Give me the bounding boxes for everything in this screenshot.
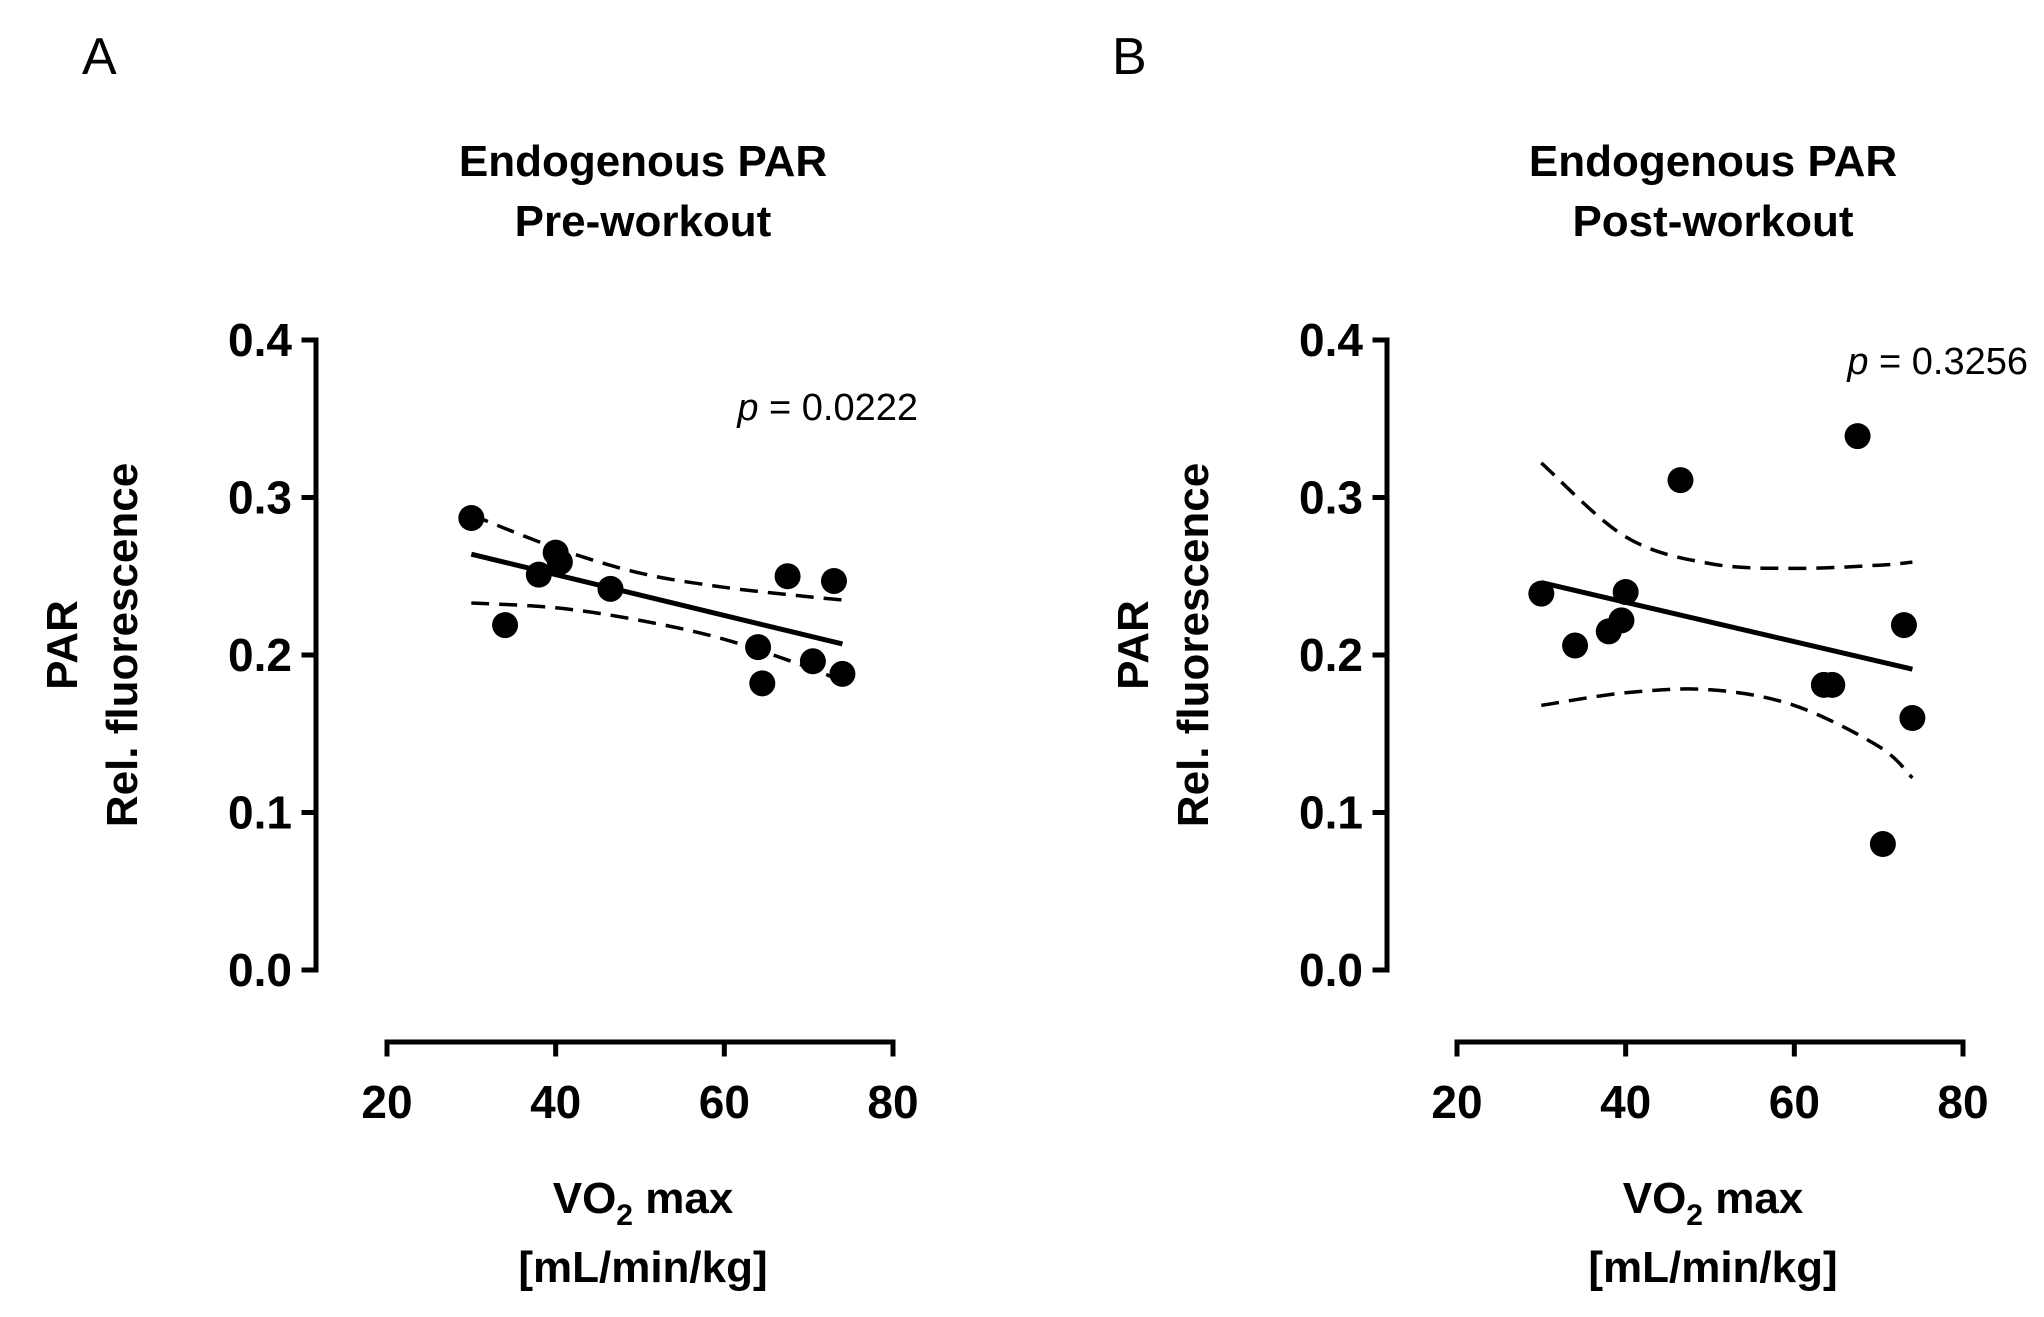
data-point — [745, 634, 772, 661]
y-axis: 0.0 0.1 0.2 0.3 0.4 — [228, 314, 319, 996]
data-point — [1608, 607, 1635, 634]
data-point — [829, 660, 856, 687]
x-tick-label: 60 — [1769, 1076, 1820, 1128]
data-point — [525, 561, 552, 588]
confidence-band-upper — [470, 513, 843, 602]
regression-line — [1540, 580, 1913, 672]
panel-letter: B — [1112, 28, 1147, 86]
data-point — [1899, 705, 1926, 731]
p-value-symbol: p — [736, 387, 758, 429]
x-tick-label: 20 — [1431, 1076, 1482, 1128]
x-tick-label: 40 — [530, 1076, 581, 1128]
panel-a: A Endogenous PAR Pre-workout PAR Rel. fl… — [38, 28, 919, 1292]
y-tick-label: 0.2 — [1299, 629, 1363, 681]
p-value-text: = 0.0222 — [758, 387, 918, 429]
chart-title-line2: Pre-workout — [515, 197, 772, 246]
y-axis-label-line2: Rel. fluorescence — [98, 463, 147, 827]
y-axis: 0.0 0.1 0.2 0.3 0.4 — [1299, 314, 1390, 996]
x-axis-label-main: VO — [1623, 1174, 1687, 1223]
p-value-annotation: p = 0.3256 — [1846, 341, 2028, 383]
regression-line-segment — [1540, 580, 1913, 672]
data-point — [458, 504, 485, 531]
y-tick-label: 0.2 — [228, 629, 292, 681]
data-point — [1890, 612, 1917, 639]
data-point — [492, 612, 519, 639]
y-tick-label: 0.0 — [228, 944, 292, 996]
x-axis-label: VO2 max — [553, 1174, 734, 1232]
data-point — [774, 563, 801, 590]
confidence-bands — [1540, 461, 1914, 780]
x-axis-units: [mL/min/kg] — [518, 1243, 767, 1292]
data-point — [1528, 580, 1555, 607]
y-axis-label-line1: PAR — [38, 600, 87, 690]
x-tick-label: 60 — [699, 1076, 750, 1128]
confidence-band-lower — [471, 601, 844, 684]
chart-title-line1: Endogenous PAR — [459, 137, 827, 186]
p-value-text: = 0.3256 — [1868, 341, 2028, 383]
data-point — [1562, 632, 1589, 659]
data-point — [597, 575, 624, 602]
y-tick-label: 0.4 — [228, 314, 292, 366]
chart-title-line1: Endogenous PAR — [1529, 137, 1897, 186]
data-point — [820, 567, 847, 594]
data-point — [546, 549, 573, 576]
y-axis-label-line1: PAR — [1109, 600, 1158, 690]
x-axis-label-subscript: 2 — [1686, 1199, 1703, 1232]
p-value-symbol: p — [1846, 341, 1868, 383]
data-point — [749, 670, 776, 697]
chart-title-line2: Post-workout — [1572, 197, 1853, 246]
y-axis-label-line2: Rel. fluorescence — [1169, 463, 1218, 827]
y-tick-label: 0.1 — [228, 787, 292, 839]
panel-b: B Endogenous PAR Post-workout PAR Rel. f… — [1109, 28, 2028, 1292]
y-tick-label: 0.3 — [228, 472, 292, 524]
p-value-annotation: p = 0.0222 — [736, 387, 918, 429]
x-axis: 20 40 60 80 — [1431, 1039, 1989, 1128]
data-point — [1869, 831, 1896, 857]
confidence-band-lower — [1541, 687, 1914, 780]
data-point — [1667, 467, 1694, 494]
x-axis-label-rest: max — [633, 1174, 734, 1223]
x-tick-label: 80 — [867, 1076, 918, 1128]
x-axis-units: [mL/min/kg] — [1588, 1243, 1837, 1292]
x-axis-label-main: VO — [553, 1174, 617, 1223]
y-tick-label: 0.4 — [1299, 314, 1363, 366]
data-point — [1612, 579, 1639, 605]
y-tick-label: 0.1 — [1299, 787, 1363, 839]
y-tick-label: 0.0 — [1299, 944, 1363, 996]
x-axis-label-rest: max — [1703, 1174, 1804, 1223]
panel-letter: A — [82, 28, 117, 86]
data-points — [1528, 423, 1926, 857]
x-tick-label: 20 — [361, 1076, 412, 1128]
x-axis: 20 40 60 80 — [361, 1039, 919, 1128]
x-tick-label: 80 — [1937, 1076, 1988, 1128]
data-point — [1819, 671, 1846, 698]
data-point — [1844, 423, 1871, 450]
x-tick-label: 40 — [1600, 1076, 1651, 1128]
x-axis-label: VO2 max — [1623, 1174, 1804, 1232]
x-axis-label-subscript: 2 — [616, 1199, 633, 1232]
data-points — [458, 504, 856, 697]
confidence-band-upper — [1540, 461, 1913, 571]
data-point — [799, 648, 826, 675]
y-tick-label: 0.3 — [1299, 472, 1363, 524]
